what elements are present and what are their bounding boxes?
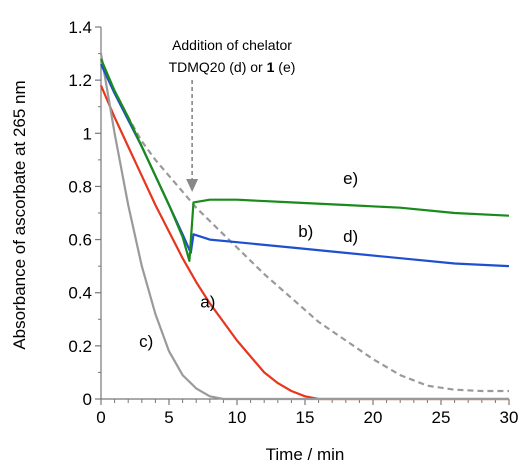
x-tick-label: 5 — [164, 408, 173, 427]
y-tick-label: 1.2 — [68, 71, 92, 90]
series-label-3: c) — [139, 332, 153, 351]
y-tick-label: 1.4 — [68, 18, 92, 37]
annotation-line-2-suffix: (e) — [274, 59, 295, 75]
annotation-line-2-prefix: TDMQ20 (d) or — [169, 59, 267, 75]
x-tick-label: 20 — [364, 408, 383, 427]
x-tick-label: 30 — [500, 408, 519, 427]
y-tick-label: 0.2 — [68, 337, 92, 356]
x-tick-label: 0 — [96, 408, 105, 427]
annotation-line-2-bold: 1 — [267, 59, 275, 75]
series-layer — [99, 53, 510, 401]
x-tick-label: 25 — [432, 408, 451, 427]
series-labels: a) b) c) d) e) — [139, 169, 358, 351]
annotation-line-2: TDMQ20 (d) or 1 (e) — [169, 59, 296, 75]
series-label-5: e) — [343, 169, 358, 188]
x-tick-label: 15 — [296, 408, 315, 427]
axes: 0 0.2 0.4 0.6 0.8 1 1.2 1.4 0 5 10 15 20 25 30 — [68, 18, 518, 427]
y-tick-label: 0 — [83, 390, 92, 409]
series-label-1: a) — [200, 292, 215, 311]
series-line-5 — [99, 58, 510, 262]
series-label-2: b) — [298, 222, 313, 241]
series-line-3 — [99, 53, 509, 401]
y-tick-label: 0.6 — [68, 231, 92, 250]
y-tick-label: 0.4 — [68, 284, 92, 303]
y-tick-label: 0.8 — [68, 177, 92, 196]
y-axis-title: Absorbance of ascorbate at 265 nm — [10, 80, 29, 349]
x-axis-title: Time / min — [266, 445, 345, 464]
series-line-1 — [99, 85, 509, 401]
series-label-4: d) — [343, 227, 358, 246]
series-line-2 — [100, 61, 509, 393]
y-tick-label: 1 — [83, 124, 92, 143]
x-tick-label: 10 — [228, 408, 247, 427]
annotation-line-1: Addition of chelator — [172, 37, 292, 53]
annotation-arrow-head — [186, 179, 199, 192]
annotation: Addition of chelator TDMQ20 (d) or 1 (e) — [169, 37, 296, 192]
